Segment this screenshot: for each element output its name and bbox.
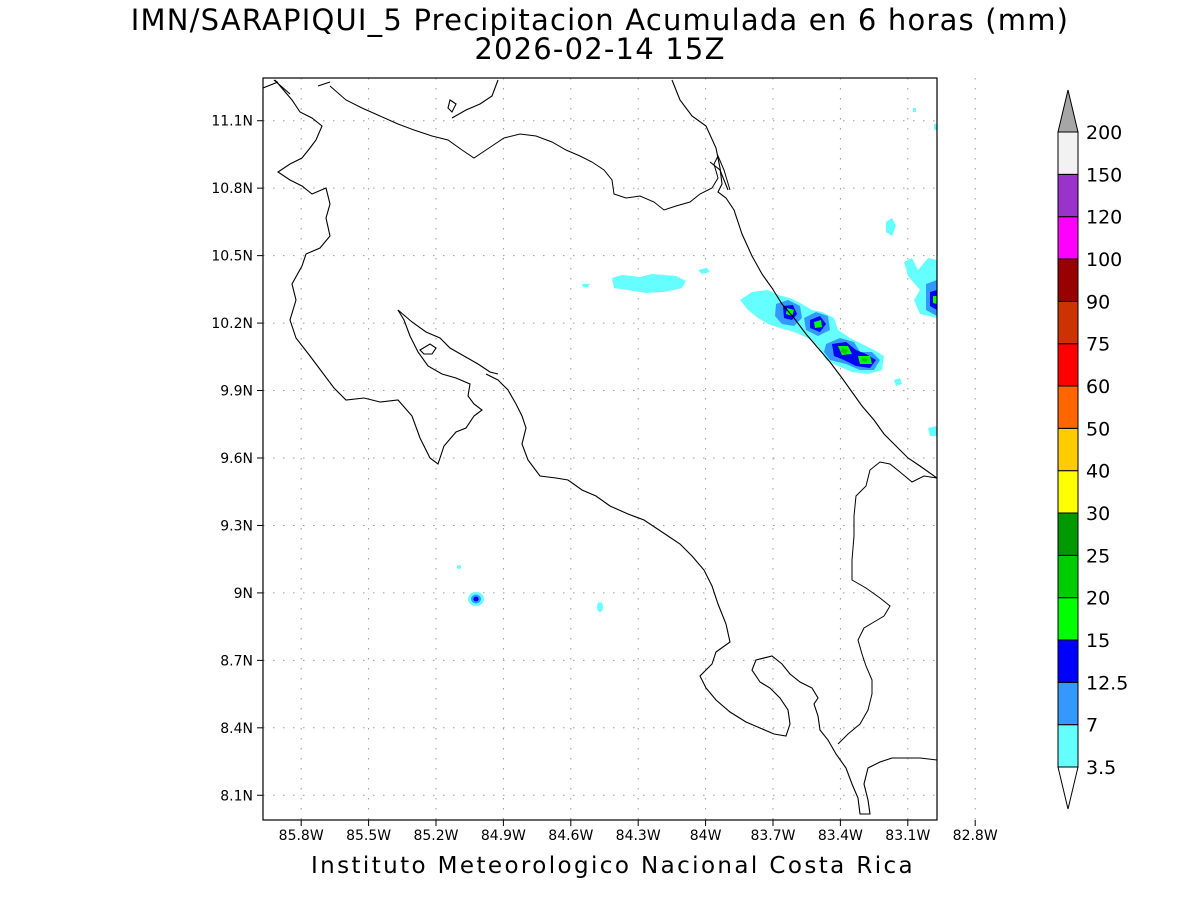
colorbar-level-label: 15 (1086, 630, 1110, 652)
lat-tick-label: 10.8N (211, 181, 253, 197)
lon-tick-label: 83.7W (750, 828, 795, 844)
country-borders (329, 85, 937, 745)
lon-tick-label: 85.8W (279, 828, 324, 844)
colorbar-swatch (1057, 554, 1079, 599)
colorbar-swatch (1057, 173, 1079, 218)
colorbar-level-label: 25 (1086, 545, 1110, 567)
lon-tick-label: 83.4W (818, 828, 863, 844)
precip-cell-pacific (457, 565, 603, 612)
colorbar-swatch (1057, 216, 1079, 260)
colorbar-over-arrow (1057, 89, 1079, 133)
latitude-axis: 11.1N 10.8N 10.5N 10.2N 9.9N 9.6N 9.3N 9N 8.7N 8.… (211, 114, 263, 804)
colorbar-swatch (1057, 470, 1079, 514)
colorbar-swatch (1057, 258, 1079, 302)
coastline (263, 79, 937, 815)
colorbar-level-label: 20 (1086, 588, 1110, 610)
lat-tick-label: 9.9N (220, 384, 253, 400)
colorbar-level-label: 90 (1086, 291, 1110, 313)
colorbar-level-label: 40 (1086, 461, 1110, 483)
colorbar-level-label: 12.5 (1086, 672, 1128, 694)
colorbar-level-label: 100 (1086, 249, 1122, 271)
map-title: IMN/SARAPIQUI_5 Precipitacion Acumulada … (130, 3, 1070, 37)
lat-tick-label: 10.5N (211, 249, 253, 265)
precipitation-field (457, 108, 937, 612)
colorbar-swatch (1057, 724, 1079, 768)
colorbar-level-label: 7 (1086, 715, 1098, 737)
colorbar-swatch (1057, 427, 1079, 472)
precip-cell-offshore-band (582, 268, 710, 293)
lon-tick-label: 84.3W (616, 828, 661, 844)
longitude-axis: 85.8W 85.5W 85.2W 84.9W 84.6W 84.3W 84W 83.7W 83… (279, 820, 998, 844)
colorbar-swatch (1057, 681, 1079, 726)
colorbar-level-label: 200 (1086, 122, 1122, 144)
colorbar-level-label: 30 (1086, 503, 1110, 525)
lat-tick-label: 8.7N (220, 653, 253, 669)
colorbar-under-arrow (1057, 766, 1079, 810)
colorbar-swatch (1057, 131, 1079, 175)
lon-tick-label: 85.5W (346, 828, 391, 844)
lon-tick-label: 82.8W (953, 828, 998, 844)
map-gridlines (263, 78, 976, 820)
precip-cell-east-edge (886, 108, 937, 436)
colorbar-level-label: 50 (1086, 418, 1110, 440)
precip-cell-coastal-cluster (740, 290, 884, 374)
lat-tick-label: 10.2N (211, 316, 253, 332)
colorbar-level-label: 75 (1086, 334, 1110, 356)
colorbar-swatch (1057, 512, 1079, 556)
map-frame (262, 77, 938, 821)
colorbar-swatch (1057, 597, 1079, 641)
colorbar-level-label: 60 (1086, 376, 1110, 398)
precip-colorbar: 3.5 7 12.5 15 20 25 30 40 50 60 75 90 100 120 150 200 (1057, 89, 1128, 810)
credit-text: Instituto Meteorologico Nacional Costa R… (310, 853, 916, 879)
lon-tick-label: 85.2W (413, 828, 458, 844)
lon-tick-label: 84.6W (548, 828, 593, 844)
colorbar-level-label: 150 (1086, 164, 1122, 186)
lat-tick-label: 11.1N (211, 114, 253, 130)
lat-tick-label: 9.3N (220, 518, 253, 534)
lat-tick-label: 8.1N (220, 788, 253, 804)
lat-tick-label: 9N (234, 586, 253, 602)
lat-tick-label: 9.6N (220, 451, 253, 467)
colorbar-swatch (1057, 385, 1079, 429)
lon-tick-label: 84.9W (481, 828, 526, 844)
colorbar-swatch (1057, 300, 1079, 345)
map-valid-time: 2026-02-14 15Z (474, 32, 726, 66)
colorbar-swatch (1057, 343, 1079, 387)
colorbar-level-label: 120 (1086, 207, 1122, 229)
lon-tick-label: 83.1W (885, 828, 930, 844)
lon-tick-label: 84W (690, 828, 722, 844)
lat-tick-label: 8.4N (220, 721, 253, 737)
colorbar-level-label: 3.5 (1086, 757, 1116, 779)
colorbar-swatch (1057, 639, 1079, 683)
